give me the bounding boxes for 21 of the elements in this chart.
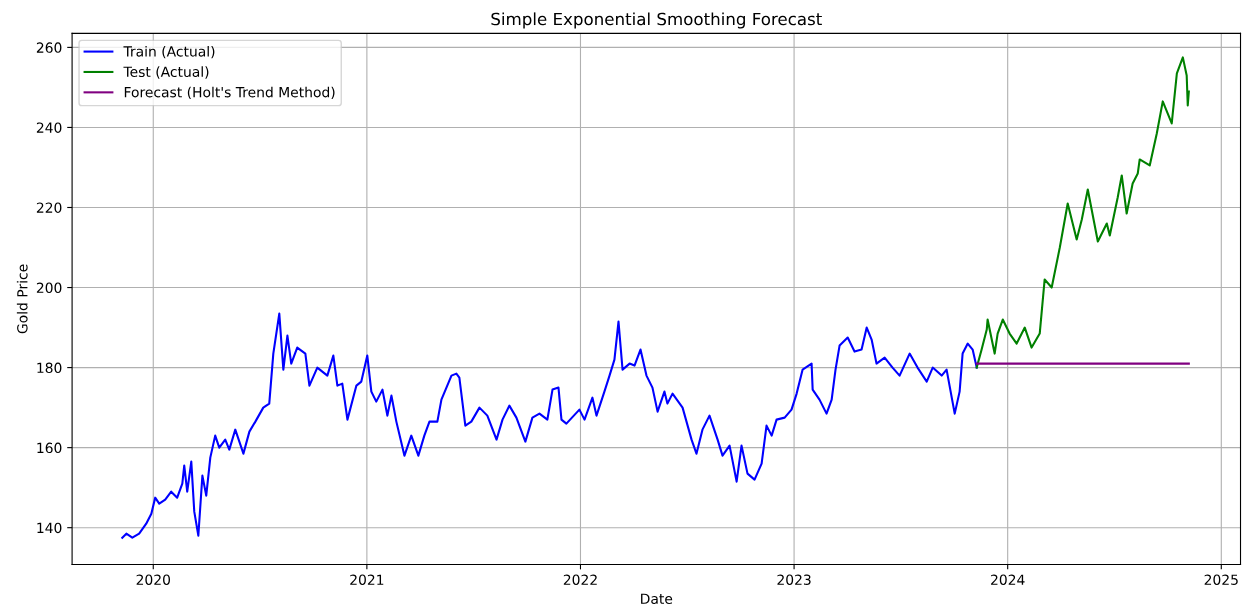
x-tick-label: 2022 [563,574,597,585]
legend-label: Forecast (Holt's Trend Method) [124,86,335,100]
x-tick-label: 2021 [350,574,384,585]
y-tick-label: 240 [36,122,62,133]
y-tick-label: 260 [36,42,62,53]
x-tick-label: 2024 [991,574,1025,585]
line-series [975,56,1190,369]
line-series [121,312,978,539]
y-tick-label: 200 [36,282,62,294]
x-tick-label: 2023 [777,574,811,585]
x-axis-title: Date [641,593,673,604]
chart-title: Simple Exponential Smoothing Forecast [491,12,822,29]
x-tick-label: 2025 [1204,574,1238,585]
y-tick-label: 180 [37,362,62,374]
legend-label: Test (Actual) [123,66,209,79]
legend-label: Train (Actual) [123,45,215,59]
y-tick-label: 160 [37,442,62,454]
y-tick-label: 220 [36,202,62,213]
x-tick-label: 2020 [136,574,171,585]
y-tick-label: 140 [37,522,62,534]
y-axis-title: Gold Price [16,264,28,334]
